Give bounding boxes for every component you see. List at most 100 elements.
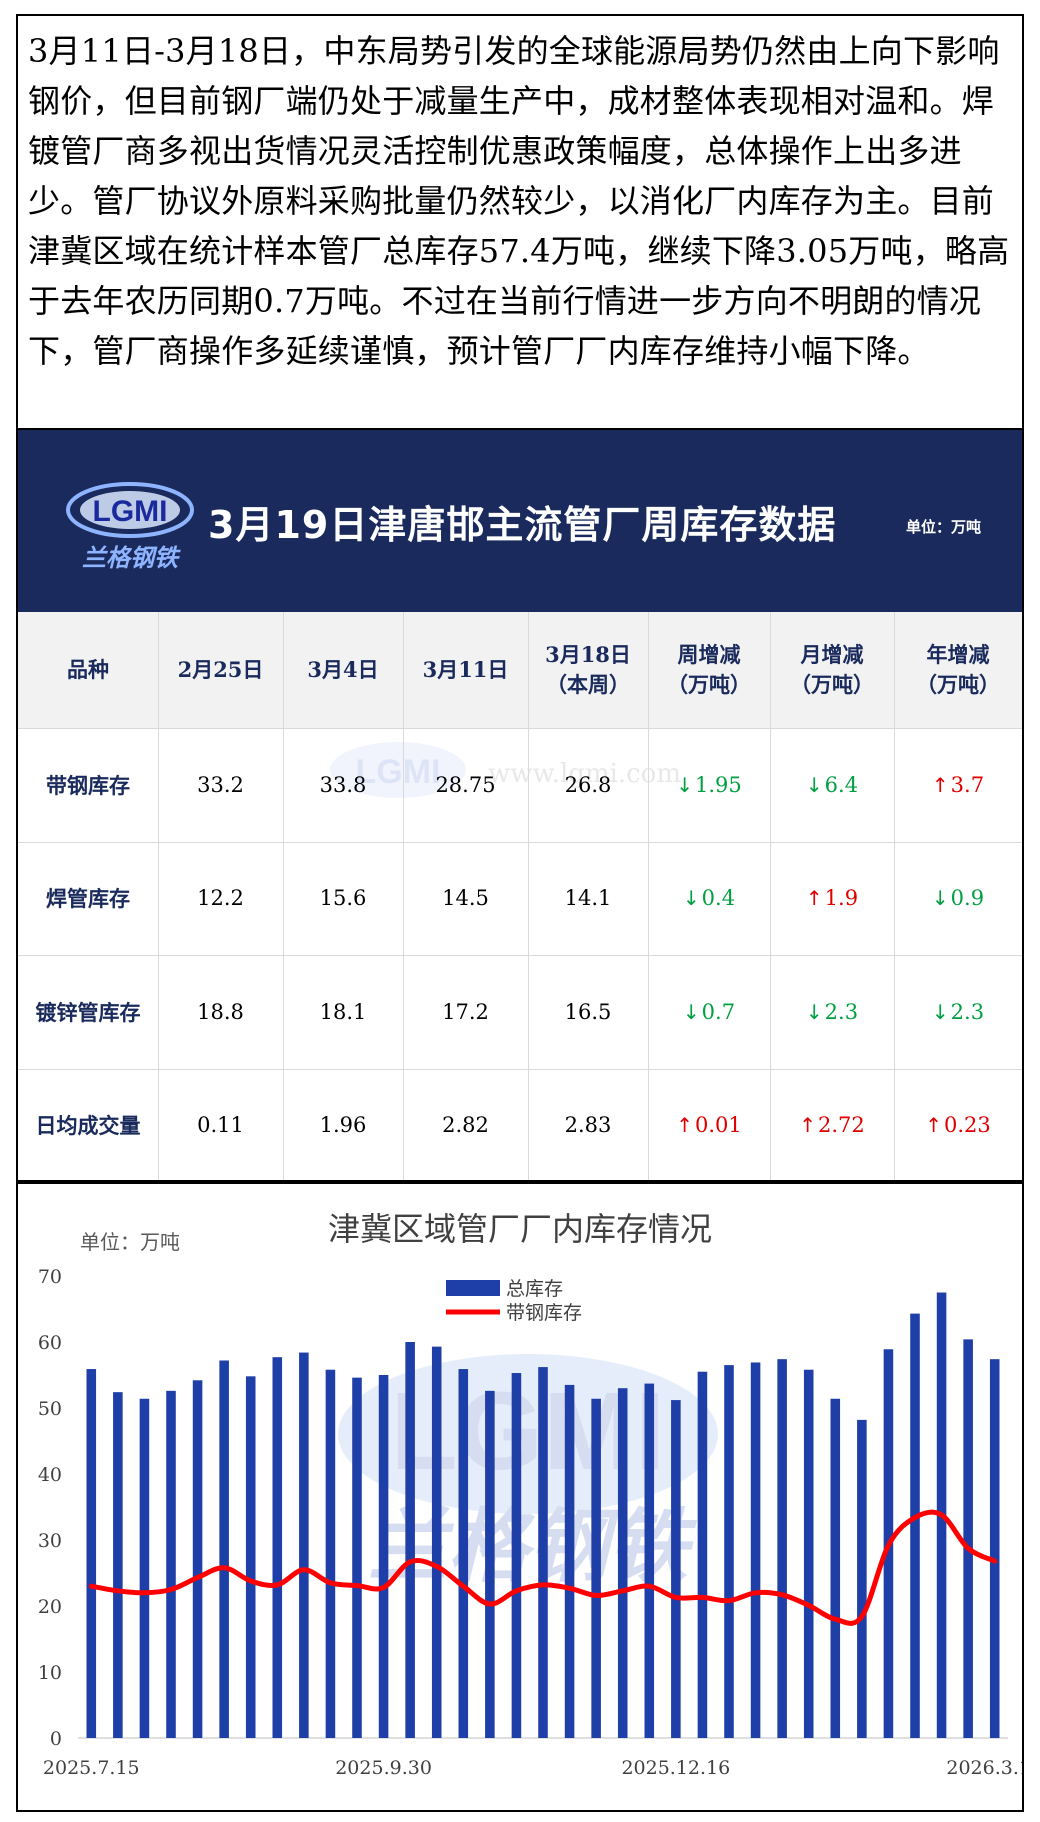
column-divider — [648, 612, 649, 1180]
x-tick-label: 2026.3.11 — [946, 1757, 1022, 1779]
table-cell: 33.8 — [319, 772, 367, 797]
change-cell: ↑ 0.23 — [894, 1069, 1022, 1181]
header-text: 3月11日 — [422, 657, 509, 682]
row-divider — [18, 728, 1022, 729]
bar-total-inventory — [617, 1388, 628, 1738]
y-tick-label: 60 — [38, 1332, 62, 1354]
header-text: 月增减 — [800, 642, 864, 667]
arrow-down-icon: ↓ — [682, 999, 700, 1024]
header-text: 周增减 — [677, 642, 741, 667]
header-text: 2月25日 — [177, 657, 264, 682]
arrow-up-icon: ↑ — [805, 886, 823, 911]
change-cell: ↑ 0.01 — [648, 1069, 770, 1181]
bar-total-inventory — [139, 1398, 150, 1738]
arrow-down-icon: ↓ — [805, 772, 823, 797]
row-divider — [18, 955, 1022, 956]
row-divider — [18, 1068, 1022, 1070]
arrow-up-icon: ↑ — [925, 1113, 942, 1138]
table-cell: 18.1 — [319, 999, 367, 1024]
bar-total-inventory — [113, 1392, 123, 1738]
summary-paragraph-box: 3月11日-3月18日，中东局势引发的全球能源局势仍然由上向下影响钢价，但目前钢… — [16, 14, 1024, 430]
arrow-down-icon: ↓ — [682, 886, 700, 911]
header-cell: 年增减 （万吨） — [894, 612, 1022, 728]
bar-total-inventory — [245, 1376, 256, 1738]
change-value: 0.23 — [944, 1113, 991, 1138]
bar-total-inventory — [405, 1342, 415, 1738]
change-cell: ↑ 3.7 — [894, 728, 1022, 842]
row-label: 日均成交量 — [35, 1113, 141, 1139]
summary-paragraph: 3月11日-3月18日，中东局势引发的全球能源局势仍然由上向下影响钢价，但目前钢… — [28, 32, 1010, 370]
row-label: 焊管库存 — [46, 886, 130, 912]
table-cell: 2.82 — [442, 1113, 489, 1138]
y-tick-label: 0 — [50, 1728, 62, 1750]
bar-total-inventory — [750, 1362, 761, 1738]
bar-total-inventory — [378, 1375, 389, 1738]
header-text: 年增减 — [926, 642, 990, 667]
bar-total-inventory — [671, 1400, 681, 1738]
header-text: 品种 — [67, 657, 109, 682]
header-cell: 品种 — [18, 612, 158, 728]
change-cell: ↓ 0.9 — [894, 842, 1022, 956]
bar-total-inventory — [777, 1359, 787, 1738]
legend-bar-swatch — [446, 1280, 500, 1296]
header-cell: 月增减 （万吨） — [770, 612, 894, 728]
y-tick-label: 10 — [38, 1662, 62, 1684]
header-text: （万吨） — [667, 672, 751, 697]
header-cell: 周增减 （万吨） — [648, 612, 770, 728]
change-cell: ↑ 2.72 — [770, 1069, 894, 1181]
bar-total-inventory — [963, 1339, 973, 1738]
logo-cn-text: 兰格钢铁 — [82, 543, 181, 572]
bar-total-inventory — [564, 1384, 575, 1738]
column-divider — [158, 612, 159, 1180]
arrow-down-icon: ↓ — [931, 886, 949, 911]
change-cell: ↓ 0.7 — [648, 955, 770, 1069]
table-cell: 28.75 — [435, 772, 496, 797]
table-cell: 1.96 — [319, 1113, 367, 1138]
header-cell: 3月4日 — [283, 612, 403, 728]
row-divider — [18, 841, 1022, 843]
header-cell: 2月25日 — [158, 612, 283, 728]
y-tick-label: 70 — [38, 1266, 62, 1288]
column-divider — [770, 612, 771, 1180]
chart-axes: 0 10 20 30 40 50 60 70 2025.7.15 2025.9.30 2025.12… — [38, 1266, 1022, 1779]
table-cell: 18.8 — [197, 999, 244, 1024]
column-divider — [894, 612, 895, 1180]
y-tick-label: 40 — [38, 1464, 62, 1486]
row-label: 镀锌管库存 — [35, 999, 141, 1025]
arrow-down-icon: ↓ — [931, 999, 949, 1024]
bar-total-inventory — [511, 1373, 522, 1738]
change-value: 0.9 — [950, 886, 985, 911]
lgmi-logo: LGMI 兰格钢铁 — [66, 482, 194, 572]
inventory-chart-panel: LGMI 兰格钢铁 津冀区域管厂厂内库存情况 单位：万吨 总库存 带钢库存 0 1… — [16, 1182, 1024, 1812]
chart-legend: 总库存 带钢库存 — [446, 1278, 582, 1324]
arrow-up-icon: ↑ — [799, 1113, 816, 1138]
bar-total-inventory — [830, 1398, 841, 1738]
header-text: 3月4日 — [307, 657, 379, 682]
arrow-down-icon: ↓ — [805, 999, 823, 1024]
bar-total-inventory — [644, 1383, 655, 1738]
x-tick-label: 2025.7.15 — [43, 1757, 140, 1779]
table-cell: 14.5 — [442, 886, 489, 911]
bar-total-inventory — [803, 1369, 814, 1738]
bar-total-inventory — [86, 1369, 97, 1738]
line-strip-inventory — [88, 1509, 998, 1626]
header-text: 3月18日 — [545, 642, 631, 667]
change-cell: ↓ 0.4 — [648, 842, 770, 956]
x-tick-label: 2025.9.30 — [335, 1757, 432, 1779]
bar-total-inventory — [857, 1419, 867, 1738]
change-value: 0.01 — [695, 1113, 742, 1138]
table-cell: 0.11 — [197, 1113, 244, 1138]
bar-total-inventory — [989, 1359, 1000, 1738]
change-cell: ↓ 1.95 — [648, 728, 770, 842]
change-value: 0.7 — [701, 999, 736, 1024]
inventory-chart: LGMI 兰格钢铁 津冀区域管厂厂内库存情况 单位：万吨 总库存 带钢库存 0 1… — [38, 1210, 1022, 1779]
bar-total-inventory — [431, 1346, 442, 1738]
change-cell: ↓ 2.3 — [894, 955, 1022, 1069]
bar-total-inventory — [192, 1380, 203, 1738]
header-text: （万吨） — [916, 672, 1000, 697]
chart-bars — [86, 1292, 1000, 1738]
arrow-down-icon: ↓ — [676, 772, 693, 797]
table-cell: 17.2 — [442, 999, 489, 1024]
bar-total-inventory — [166, 1390, 176, 1738]
watermark-logo-text: LGMI — [356, 753, 441, 791]
